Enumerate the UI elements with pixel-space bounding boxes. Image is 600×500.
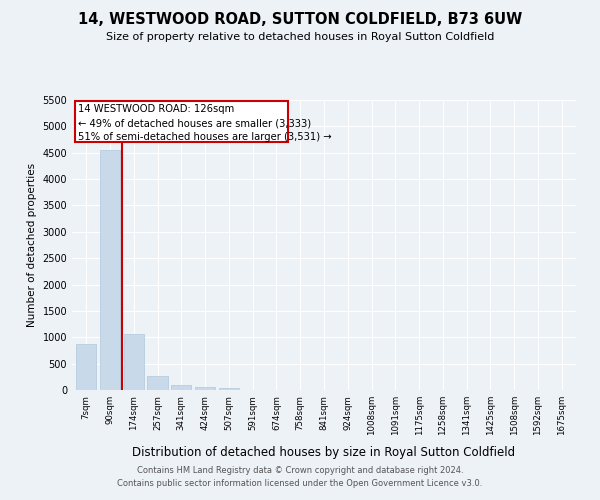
X-axis label: Distribution of detached houses by size in Royal Sutton Coldfield: Distribution of detached houses by size …: [133, 446, 515, 460]
Text: 14, WESTWOOD ROAD, SUTTON COLDFIELD, B73 6UW: 14, WESTWOOD ROAD, SUTTON COLDFIELD, B73…: [78, 12, 522, 28]
Bar: [76, 344, 97, 390]
Bar: [219, 388, 239, 390]
Bar: [148, 376, 167, 390]
Bar: [171, 384, 191, 390]
Y-axis label: Number of detached properties: Number of detached properties: [27, 163, 37, 327]
Bar: [75, 101, 289, 142]
Text: 14 WESTWOOD ROAD: 126sqm
← 49% of detached houses are smaller (3,333)
51% of sem: 14 WESTWOOD ROAD: 126sqm ← 49% of detach…: [79, 104, 332, 142]
Text: Contains HM Land Registry data © Crown copyright and database right 2024.
Contai: Contains HM Land Registry data © Crown c…: [118, 466, 482, 487]
Bar: [124, 334, 144, 390]
Bar: [100, 150, 120, 390]
Bar: [195, 386, 215, 390]
Text: Size of property relative to detached houses in Royal Sutton Coldfield: Size of property relative to detached ho…: [106, 32, 494, 42]
